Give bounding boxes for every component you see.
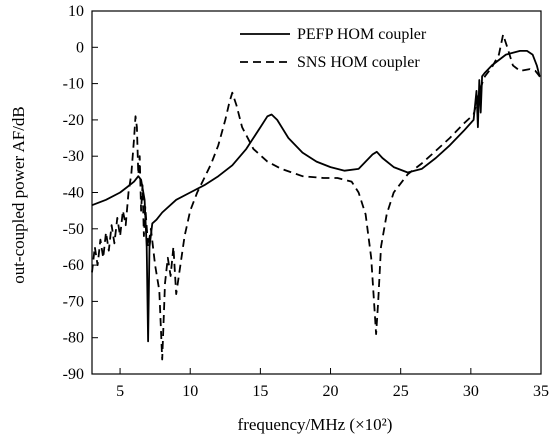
x-tick-label: 25 bbox=[393, 383, 409, 400]
plot-area: 5 10 15 20 25 30 35 10 0 -10 -20 -30 -40 -50 -60 -70 -8… bbox=[63, 3, 549, 400]
x-tick-label: 30 bbox=[463, 383, 479, 400]
y-tick-label: -80 bbox=[63, 330, 84, 347]
x-tick-label: 15 bbox=[252, 383, 268, 400]
y-tick-label: 10 bbox=[68, 3, 84, 20]
series-line-sns bbox=[91, 33, 542, 361]
y-tick-label: -50 bbox=[63, 221, 84, 238]
legend: PEFP HOM coupler SNS HOM coupler bbox=[240, 26, 427, 71]
y-ticks: 10 0 -10 -20 -30 -40 -50 -60 -70 -80 -90 bbox=[63, 3, 98, 383]
x-tick-label: 35 bbox=[533, 383, 549, 400]
y-tick-label: -60 bbox=[63, 257, 84, 274]
x-axis-title: frequency/MHz (×10²) bbox=[238, 415, 393, 434]
x-tick-label: 5 bbox=[116, 383, 124, 400]
y-axis-title: out-coupled power AF/dB bbox=[9, 106, 28, 284]
x-tick-label: 10 bbox=[182, 383, 198, 400]
y-tick-label: -40 bbox=[63, 185, 84, 202]
y-tick-label: -70 bbox=[63, 293, 84, 310]
y-tick-label: 0 bbox=[76, 39, 84, 56]
legend-label-sns: SNS HOM coupler bbox=[297, 54, 420, 71]
y-tick-label: -90 bbox=[63, 366, 84, 383]
y-tick-label: -20 bbox=[63, 112, 84, 129]
y-tick-label: -10 bbox=[63, 76, 84, 93]
y-tick-label: -30 bbox=[63, 148, 84, 165]
x-tick-label: 20 bbox=[323, 383, 339, 400]
legend-label-pefp: PEFP HOM coupler bbox=[297, 26, 427, 43]
series-layer bbox=[91, 33, 542, 361]
x-ticks: 5 10 15 20 25 30 35 bbox=[116, 368, 549, 400]
series-line-pefp bbox=[91, 50, 541, 343]
